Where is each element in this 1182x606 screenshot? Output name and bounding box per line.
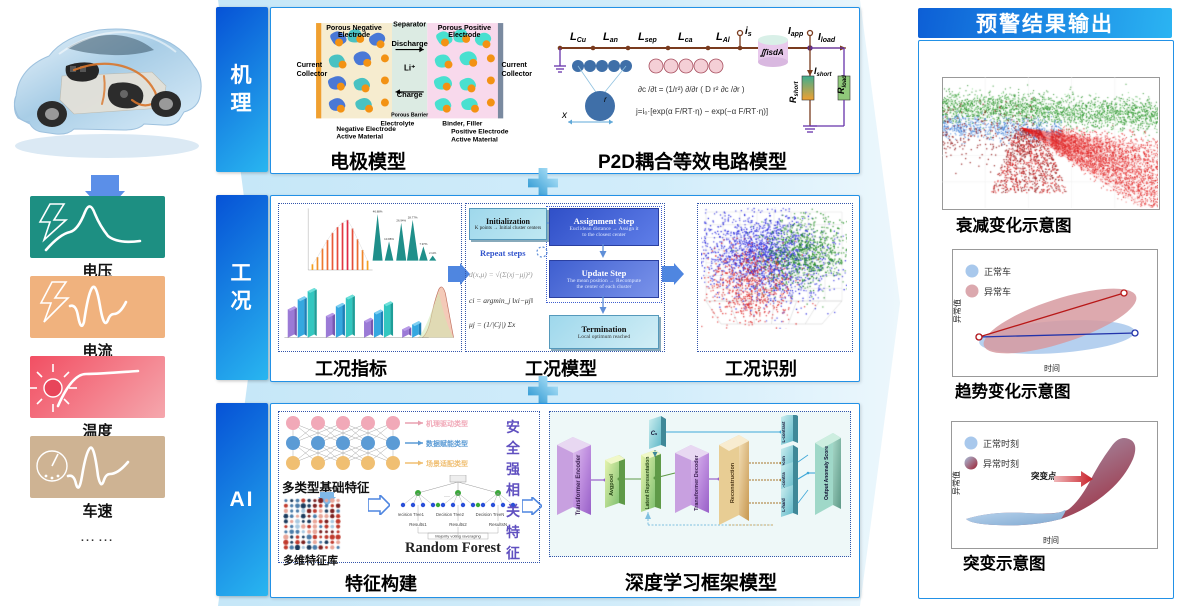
svg-text:Lan: Lan (603, 31, 618, 44)
svg-text:场景适配类型: 场景适配类型 (426, 459, 468, 468)
svg-text:Results2: Results2 (449, 522, 467, 527)
svg-text:Transformer Encoder: Transformer Encoder (576, 454, 582, 515)
svg-text:Active Material: Active Material (451, 136, 498, 143)
svg-text:Iapp: Iapp (788, 26, 804, 38)
svg-text:L-contra: L-contra (781, 472, 786, 490)
svg-text:突变点: 突变点 (1031, 471, 1057, 481)
svg-text:Iload: Iload (818, 32, 836, 44)
svg-text:28.77%: 28.77% (408, 215, 418, 219)
svg-text:Porous Positive: Porous Positive (438, 25, 491, 32)
svg-text:Active Material: Active Material (336, 134, 383, 141)
svg-text:正常车: 正常车 (984, 266, 1011, 277)
svg-text:Current: Current (297, 62, 323, 69)
svg-text:Porous Negative: Porous Negative (326, 25, 382, 32)
svg-text:Discharge: Discharge (392, 39, 428, 48)
svg-text:Reconstruction: Reconstruction (730, 462, 736, 503)
svg-text:LCu: LCu (570, 31, 587, 44)
svg-text:Binder, Filler: Binder, Filler (442, 120, 482, 127)
svg-text:Decision Tree1: Decision Tree1 (398, 512, 425, 517)
svg-text:2.12%: 2.12% (429, 252, 437, 255)
svg-text:Lca: Lca (678, 31, 693, 44)
svg-text:Lsep: Lsep (638, 31, 658, 44)
svg-text:Ishort: Ishort (814, 66, 833, 78)
svg-text:26.94%: 26.94% (396, 218, 406, 222)
svg-text:L-contrast: L-contrast (781, 421, 786, 443)
svg-text:46.88%: 46.88% (373, 210, 383, 214)
svg-text:10.88%: 10.88% (384, 237, 394, 241)
svg-text:Electrode: Electrode (338, 32, 370, 39)
svg-text:Results1: Results1 (409, 522, 427, 527)
svg-text:r: r (604, 95, 607, 104)
svg-text:Collector: Collector (297, 71, 328, 78)
svg-text:7.97%: 7.97% (419, 242, 428, 246)
svg-text:Output Anomaly Score: Output Anomaly Score (824, 446, 830, 500)
svg-text:L-hard: L-hard (781, 498, 786, 512)
svg-text:Transformer Decoder: Transformer Decoder (694, 454, 700, 510)
svg-text:Positive Electrode: Positive Electrode (451, 128, 509, 135)
svg-text:Current: Current (501, 62, 527, 69)
svg-text:机理驱动类型: 机理驱动类型 (426, 419, 468, 428)
svg-text:Electrode: Electrode (448, 32, 480, 39)
svg-text:Latent Representation: Latent Representation (645, 457, 651, 510)
svg-text:∬isdA: ∬isdA (760, 48, 784, 57)
svg-text:异常值: 异常值 (951, 471, 961, 495)
svg-text:···: ··· (444, 494, 450, 500)
svg-text:Decision Tree2: Decision Tree2 (436, 512, 465, 517)
svg-text:时间: 时间 (1043, 535, 1059, 545)
svg-text:Electrolyte: Electrolyte (381, 120, 415, 127)
svg-text:Li⁺: Li⁺ (404, 64, 415, 73)
svg-text:x: x (561, 110, 568, 121)
svg-text:异常值: 异常值 (952, 299, 962, 323)
svg-text:异常车: 异常车 (984, 286, 1011, 297)
svg-text:时间: 时间 (1044, 363, 1060, 373)
svg-text:is: is (745, 26, 752, 38)
svg-text:Collector: Collector (501, 71, 532, 78)
svg-text:Separator: Separator (393, 22, 426, 29)
svg-text:∂c /∂t = (1/r²) ∂/∂r ( D r² ∂c: ∂c /∂t = (1/r²) ∂/∂r ( D r² ∂c /∂r ) (638, 85, 745, 94)
svg-text:Avgpool: Avgpool (609, 474, 615, 496)
svg-text:Porous Barrier: Porous Barrier (391, 113, 428, 119)
svg-text:异常时刻: 异常时刻 (983, 458, 1019, 469)
svg-text:Majority voting /averaging: Majority voting /averaging (435, 534, 481, 539)
svg-text:Rshort: Rshort (788, 80, 800, 103)
svg-text:正常时刻: 正常时刻 (983, 438, 1019, 449)
svg-text:LAl: LAl (716, 31, 731, 44)
svg-text:数据赋能类型: 数据赋能类型 (426, 439, 468, 448)
svg-text:Charge: Charge (397, 90, 423, 99)
svg-text:j=i₀·[exp(α F/RT·η) − exp(−α F: j=i₀·[exp(α F/RT·η) − exp(−α F/RT·η)] (635, 107, 768, 116)
